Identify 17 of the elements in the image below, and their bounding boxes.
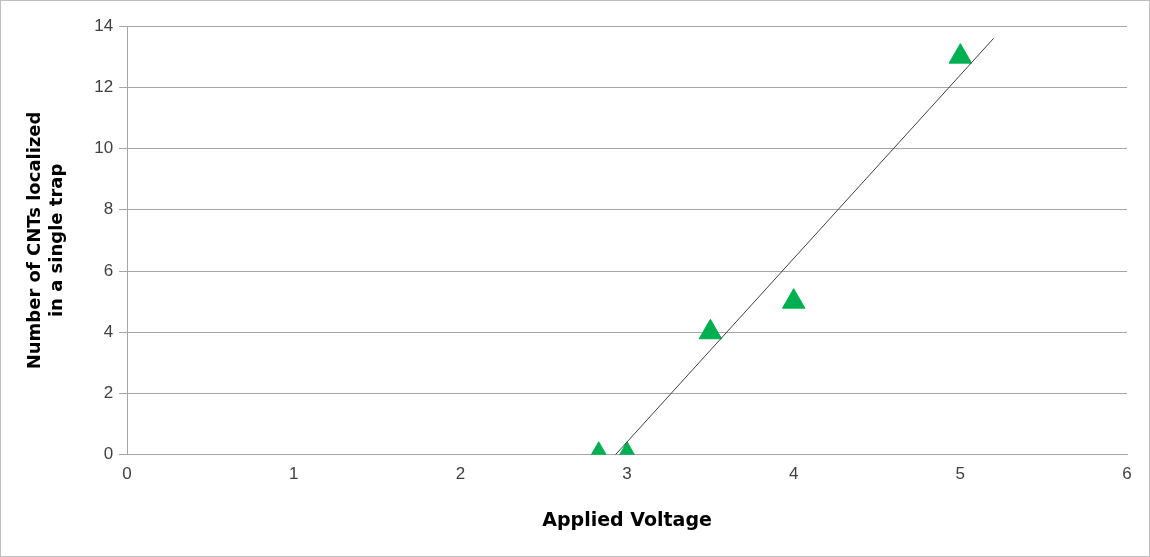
- x-tick-label: 6: [1122, 463, 1132, 483]
- y-tick-label: 10: [94, 138, 114, 158]
- x-tick-label: 0: [122, 463, 132, 483]
- y-tick-label: 4: [103, 321, 114, 341]
- x-tick-label: 3: [622, 463, 632, 483]
- y-tick-label: 2: [103, 383, 114, 403]
- x-tick-label: 1: [289, 463, 299, 483]
- x-tick-label: 2: [455, 463, 466, 483]
- y-tick-label: 14: [94, 15, 114, 35]
- y-tick-label: 0: [103, 444, 114, 464]
- x-tick-label: 4: [788, 463, 799, 483]
- x-tick-label: 5: [955, 463, 966, 483]
- x-axis-title: Applied Voltage: [542, 507, 712, 530]
- y-axis-title: Number of CNTs localized in a single trap: [23, 111, 67, 370]
- y-tick-label: 8: [103, 199, 114, 219]
- y-tick-label: 6: [103, 260, 114, 280]
- y-tick-label: 12: [94, 76, 114, 96]
